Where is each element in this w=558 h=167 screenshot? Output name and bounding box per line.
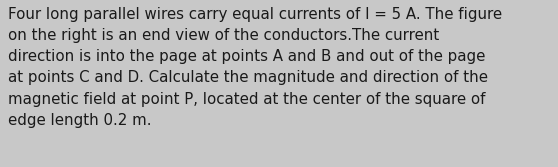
Text: Four long parallel wires carry equal currents of I = 5 A. The figure
on the righ: Four long parallel wires carry equal cur… [8, 7, 503, 128]
